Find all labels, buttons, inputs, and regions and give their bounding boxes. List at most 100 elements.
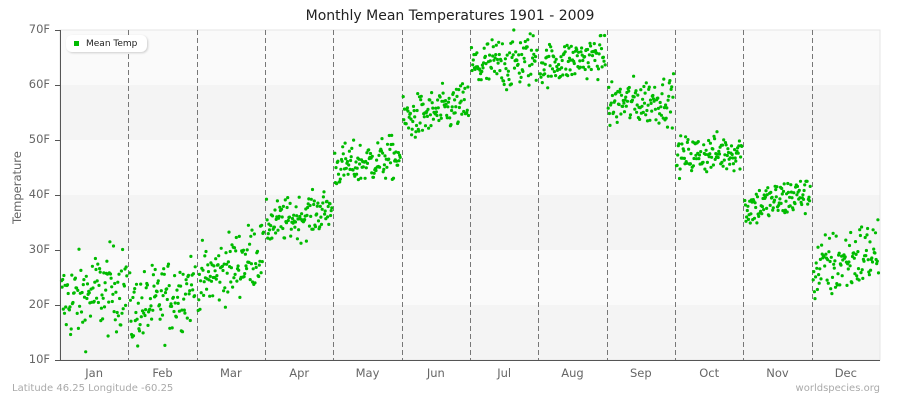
data-point: [307, 197, 311, 201]
data-point: [699, 150, 703, 154]
data-point: [358, 162, 362, 166]
data-point: [228, 249, 232, 254]
data-point: [367, 148, 371, 152]
data-point: [325, 199, 329, 203]
data-point: [388, 147, 392, 151]
data-point: [257, 263, 261, 267]
data-point: [218, 280, 222, 284]
data-point: [826, 258, 830, 262]
axes: [55, 30, 880, 361]
data-point: [497, 52, 501, 57]
data-point: [264, 197, 269, 201]
data-point: [208, 294, 212, 298]
data-point: [797, 188, 801, 192]
data-point: [376, 141, 380, 145]
data-point: [381, 151, 385, 155]
data-point: [236, 264, 240, 268]
data-point: [817, 281, 821, 285]
data-point: [419, 94, 423, 98]
data-point: [295, 214, 299, 218]
data-point: [343, 141, 347, 145]
data-point: [133, 287, 137, 291]
data-point: [326, 204, 330, 209]
source-link[interactable]: worldspecies.org: [795, 383, 880, 394]
data-point: [570, 72, 574, 77]
data-point: [648, 98, 653, 102]
data-point: [529, 72, 533, 76]
data-point: [755, 195, 760, 199]
data-point: [721, 164, 725, 168]
data-point: [647, 85, 651, 89]
data-point: [371, 175, 376, 179]
data-point: [289, 234, 293, 238]
data-point: [172, 309, 176, 314]
data-point: [274, 231, 278, 235]
data-point: [765, 193, 769, 197]
data-point: [90, 264, 94, 268]
data-point: [342, 173, 346, 177]
data-point: [642, 84, 646, 89]
data-point: [430, 91, 434, 95]
data-point: [521, 69, 525, 73]
data-point: [522, 56, 526, 60]
data-point: [255, 249, 260, 253]
data-point: [382, 167, 386, 171]
data-point: [182, 308, 186, 312]
data-point: [508, 51, 512, 55]
data-point: [875, 262, 879, 266]
data-point: [822, 255, 826, 259]
data-point: [607, 85, 611, 89]
data-point: [617, 102, 621, 107]
data-point: [610, 93, 615, 98]
data-point: [518, 80, 522, 84]
data-point: [283, 236, 287, 240]
data-point: [653, 85, 657, 89]
data-point: [843, 255, 847, 259]
data-point: [563, 50, 567, 54]
data-point: [656, 106, 661, 110]
data-point: [103, 281, 107, 285]
data-point: [820, 243, 824, 247]
data-point: [461, 90, 465, 94]
data-point: [434, 110, 438, 114]
data-point: [520, 52, 524, 57]
data-point: [280, 207, 284, 211]
data-point: [552, 55, 556, 59]
data-point: [658, 100, 662, 105]
data-point: [491, 45, 495, 49]
data-point: [441, 91, 445, 95]
data-point: [827, 250, 831, 254]
data-point: [815, 266, 819, 270]
data-point: [193, 265, 197, 269]
data-point: [347, 163, 351, 167]
data-point: [587, 65, 591, 69]
y-tick-label: 20F: [28, 297, 50, 311]
data-point: [760, 205, 765, 209]
data-point: [489, 66, 494, 70]
data-point: [615, 115, 619, 119]
data-point: [664, 103, 668, 107]
data-point: [602, 59, 606, 63]
data-point: [511, 53, 515, 57]
data-point: [384, 176, 388, 180]
data-point: [382, 163, 386, 167]
data-point: [595, 64, 599, 68]
data-point: [68, 305, 72, 309]
data-point: [818, 267, 822, 271]
data-point: [148, 297, 152, 301]
data-point: [760, 212, 764, 216]
data-point: [102, 305, 107, 309]
data-point: [583, 55, 587, 59]
data-point: [610, 80, 614, 84]
data-point: [586, 61, 590, 65]
data-point: [237, 268, 241, 272]
data-point: [492, 69, 497, 73]
data-point: [480, 69, 484, 74]
data-point: [847, 260, 851, 264]
data-point: [364, 166, 368, 170]
data-point: [860, 268, 864, 272]
data-point: [107, 300, 111, 304]
data-point: [528, 32, 532, 36]
data-point: [297, 228, 301, 232]
data-point: [405, 106, 409, 110]
